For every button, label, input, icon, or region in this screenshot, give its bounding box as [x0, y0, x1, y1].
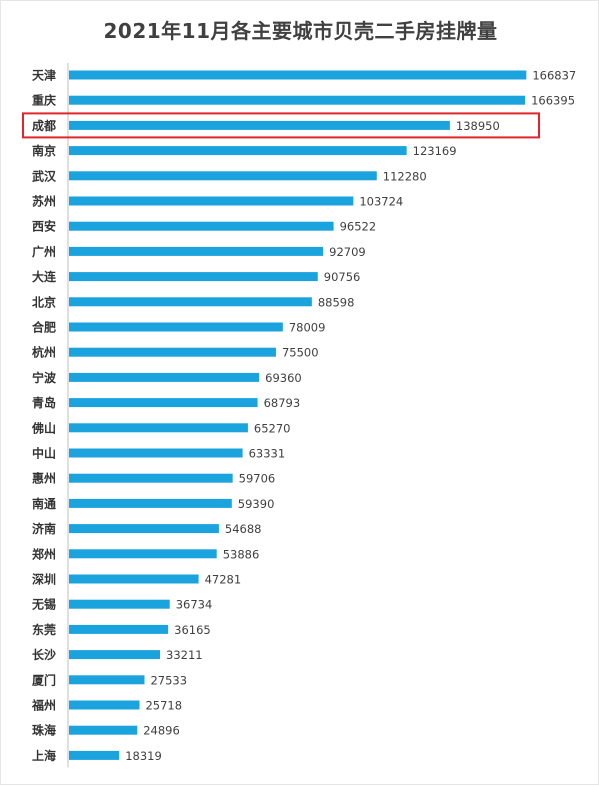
- bar: [69, 549, 217, 559]
- chart-title: 2021年11月各主要城市贝壳二手房挂牌量: [103, 19, 498, 43]
- category-label: 深圳: [32, 572, 56, 587]
- value-label: 166395: [531, 94, 575, 108]
- value-label: 69360: [265, 371, 302, 385]
- value-label: 166837: [532, 69, 576, 83]
- category-label: 济南: [32, 521, 56, 536]
- category-label: 南通: [32, 496, 56, 511]
- bar: [69, 750, 120, 760]
- value-label: 88598: [318, 295, 355, 309]
- value-label: 18319: [125, 749, 162, 763]
- category-label: 东莞: [32, 622, 56, 637]
- category-label: 无锡: [31, 597, 56, 612]
- bar: [69, 498, 232, 508]
- highlight-box: [22, 112, 540, 139]
- value-label: 103724: [359, 195, 403, 209]
- category-label: 宁波: [32, 370, 57, 385]
- bar: [69, 423, 248, 433]
- category-label: 合肥: [32, 320, 56, 335]
- bar: [69, 120, 450, 130]
- category-label: 郑州: [32, 546, 56, 561]
- bar: [69, 725, 138, 735]
- value-label: 90756: [324, 270, 361, 284]
- bar: [69, 398, 258, 408]
- bar: [69, 599, 170, 609]
- category-label: 北京: [32, 294, 56, 309]
- value-label: 68793: [264, 396, 301, 410]
- category-label: 青岛: [32, 395, 56, 410]
- bar: [69, 146, 407, 156]
- category-label: 珠海: [32, 723, 56, 738]
- value-label: 96522: [340, 220, 377, 234]
- value-label: 75500: [282, 346, 319, 360]
- value-label: 53886: [223, 547, 260, 561]
- category-label: 武汉: [32, 168, 57, 183]
- bar: [69, 372, 260, 382]
- value-label: 92709: [329, 245, 366, 259]
- category-label: 西安: [32, 219, 56, 234]
- bar: [69, 574, 199, 584]
- value-label: 65270: [254, 421, 291, 435]
- bar: [69, 272, 318, 282]
- category-label: 广州: [32, 244, 56, 259]
- category-label: 苏州: [32, 194, 56, 209]
- bar: [69, 473, 233, 483]
- value-label: 36165: [174, 623, 211, 637]
- category-label: 杭州: [32, 345, 56, 360]
- category-label: 厦门: [32, 672, 56, 687]
- bar: [69, 675, 145, 685]
- value-label: 24896: [143, 724, 180, 738]
- bar: [69, 95, 526, 105]
- bar: [69, 624, 169, 634]
- bar: [69, 221, 334, 231]
- bar: [69, 322, 283, 332]
- value-label: 63331: [249, 447, 286, 461]
- bar: [69, 700, 140, 710]
- value-label: 47281: [205, 573, 242, 587]
- value-label: 36734: [176, 598, 213, 612]
- category-label: 福州: [31, 698, 56, 713]
- category-label: 大连: [32, 269, 57, 284]
- value-label: 78009: [289, 321, 326, 335]
- value-label: 123169: [413, 144, 457, 158]
- category-label: 惠州: [32, 471, 56, 486]
- bar: [69, 448, 243, 458]
- bar: [69, 246, 324, 256]
- value-label: 54688: [225, 522, 262, 536]
- bar: [69, 171, 377, 181]
- category-label: 成都: [32, 118, 56, 133]
- category-label: 天津: [32, 68, 56, 83]
- value-label: 138950: [456, 119, 500, 133]
- category-label: 重庆: [32, 93, 56, 108]
- value-label: 59706: [239, 472, 276, 486]
- category-label: 长沙: [32, 647, 56, 662]
- bar: [69, 524, 219, 534]
- value-label: 25718: [145, 699, 182, 713]
- category-label: 中山: [32, 446, 56, 461]
- category-label: 南京: [32, 143, 56, 158]
- bar: [69, 347, 276, 357]
- value-label: 27533: [150, 673, 187, 687]
- category-label: 佛山: [31, 420, 56, 435]
- value-label: 59390: [238, 497, 275, 511]
- bar: [69, 70, 527, 80]
- bar: [69, 650, 161, 660]
- category-label: 上海: [32, 748, 56, 763]
- value-label: 33211: [166, 648, 203, 662]
- bar: [69, 297, 312, 307]
- value-label: 112280: [383, 169, 427, 183]
- bar: [69, 196, 354, 206]
